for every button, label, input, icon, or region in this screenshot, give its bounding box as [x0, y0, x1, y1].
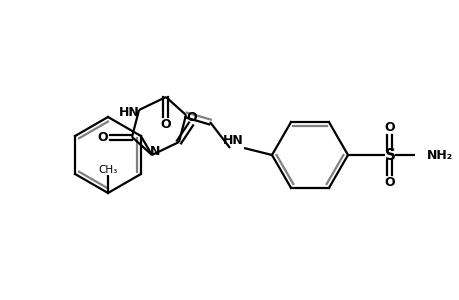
Text: N: N	[150, 145, 160, 158]
Text: O: O	[384, 121, 394, 134]
Text: CH₃: CH₃	[98, 165, 118, 175]
Text: HN: HN	[222, 134, 243, 146]
Text: O: O	[186, 110, 197, 124]
Text: S: S	[384, 148, 395, 163]
Text: O: O	[97, 130, 108, 143]
Text: HN: HN	[118, 106, 139, 118]
Text: O: O	[160, 118, 171, 130]
Text: O: O	[384, 176, 394, 190]
Text: NH₂: NH₂	[426, 148, 452, 161]
